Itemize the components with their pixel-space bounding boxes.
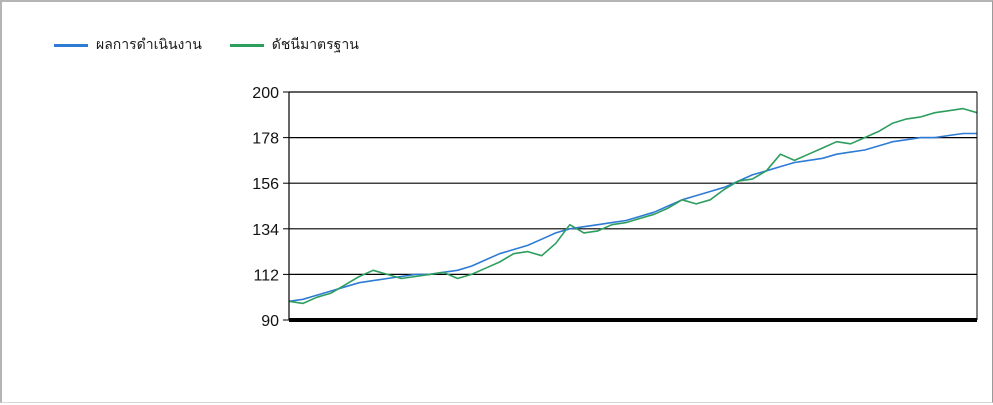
legend: ผลการดำเนินงาน ดัชนีมาตรฐาน — [54, 34, 387, 56]
legend-label-performance: ผลการดำเนินงาน — [96, 36, 202, 52]
grid-layer — [289, 91, 977, 275]
series-layer — [288, 107, 978, 305]
legend-item-benchmark: ดัชนีมาตรฐาน — [229, 34, 359, 56]
legend-label-benchmark: ดัชนีมาตรฐาน — [271, 36, 359, 52]
axis-layer: 90 112 134 156 178 200 — [252, 85, 978, 330]
legend-item-performance: ผลการดำเนินงาน — [54, 34, 202, 56]
series-line-performance — [288, 132, 977, 303]
series-line-benchmark — [288, 107, 978, 305]
y-tick-label: 200 — [252, 85, 279, 102]
y-tick-label: 178 — [252, 131, 279, 148]
y-tick-label: 134 — [252, 222, 279, 239]
y-tick-label: 156 — [252, 176, 279, 193]
y-tick-label: 112 — [253, 267, 279, 284]
y-tick-label: 90 — [261, 313, 279, 330]
legend-swatch-performance — [54, 43, 88, 47]
legend-swatch-benchmark — [229, 43, 264, 47]
